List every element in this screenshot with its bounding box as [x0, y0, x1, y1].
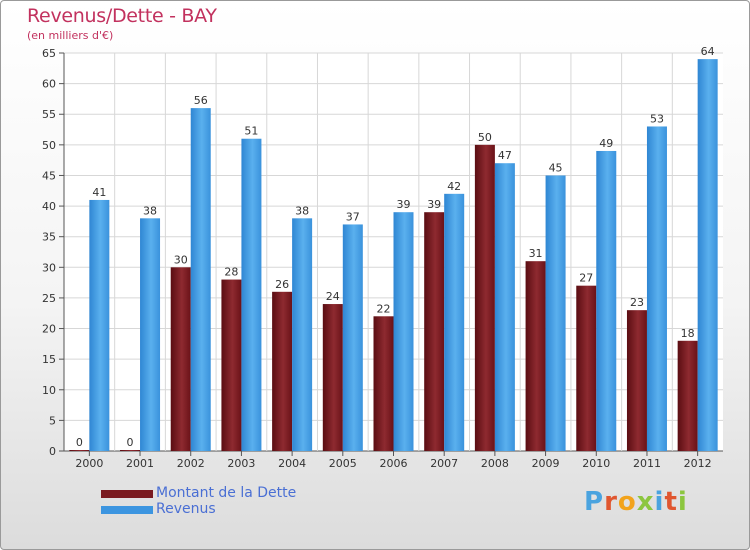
bar-dette	[626, 310, 647, 451]
y-tick-label: 15	[42, 353, 56, 366]
logo-letter: t	[664, 487, 678, 517]
legend-swatch-revenus	[101, 506, 153, 514]
x-tick-label: 2009	[532, 457, 560, 470]
bar-revenus	[545, 175, 566, 451]
logo-letter: o	[617, 487, 637, 517]
x-tick-label: 2006	[380, 457, 408, 470]
bar-dette	[322, 304, 343, 451]
x-tick-label: 2001	[126, 457, 154, 470]
x-tick-label: 2000	[75, 457, 103, 470]
x-tick-label: 2008	[481, 457, 509, 470]
chart-title: Revenus/Dette - BAY	[27, 5, 217, 27]
logo-letter: i	[654, 487, 665, 517]
legend-swatch-debt	[101, 490, 153, 498]
bar-dette	[474, 144, 495, 451]
y-tick-label: 0	[49, 445, 56, 458]
data-label-dette: 24	[326, 290, 340, 303]
bar-revenus	[596, 150, 617, 451]
y-tick-label: 35	[42, 231, 56, 244]
data-label-revenus: 49	[599, 137, 613, 150]
x-tick-label: 2012	[684, 457, 712, 470]
data-label-dette: 18	[681, 327, 695, 340]
bar-revenus	[89, 199, 110, 451]
logo-letter: i	[677, 487, 688, 517]
bar-dette	[272, 291, 293, 451]
chart-subtitle: (en milliers d'€)	[27, 29, 114, 42]
data-label-revenus: 47	[498, 149, 512, 162]
bar-revenus	[393, 212, 414, 451]
proxiti-logo: Proxiti	[584, 487, 688, 517]
bar-revenus	[342, 224, 363, 451]
bar-dette	[424, 212, 445, 451]
x-tick-label: 2003	[227, 457, 255, 470]
data-label-dette: 39	[427, 198, 441, 211]
data-label-dette: 0	[127, 436, 134, 449]
data-label-dette: 28	[224, 266, 238, 279]
bar-dette	[576, 285, 597, 451]
data-label-revenus: 64	[701, 45, 715, 58]
bar-dette	[221, 279, 242, 451]
bar-dette	[677, 340, 698, 451]
data-label-dette: 50	[478, 131, 492, 144]
bar-revenus	[646, 126, 667, 451]
data-label-revenus: 37	[346, 210, 360, 223]
x-tick-label: 2002	[177, 457, 205, 470]
logo-letter: x	[636, 487, 655, 517]
y-tick-label: 10	[42, 384, 56, 397]
x-tick-label: 2005	[329, 457, 357, 470]
bar-revenus	[494, 163, 515, 451]
data-label-revenus: 45	[549, 161, 563, 174]
data-label-dette: 0	[76, 436, 83, 449]
data-label-revenus: 42	[447, 180, 461, 193]
y-tick-label: 25	[42, 292, 56, 305]
legend-label-revenus: Revenus	[156, 501, 216, 517]
bar-dette	[373, 316, 394, 451]
x-tick-label: 2007	[430, 457, 458, 470]
logo-letter: P	[584, 487, 605, 517]
x-tick-label: 2010	[582, 457, 610, 470]
y-tick-label: 65	[42, 47, 56, 60]
y-tick-label: 50	[42, 139, 56, 152]
x-tick-label: 2011	[633, 457, 661, 470]
y-tick-label: 30	[42, 261, 56, 274]
data-label-dette: 30	[174, 253, 188, 266]
y-tick-label: 60	[42, 78, 56, 91]
data-label-dette: 27	[579, 272, 593, 285]
data-label-dette: 26	[275, 278, 289, 291]
data-label-revenus: 38	[143, 204, 157, 217]
bar-revenus	[140, 218, 161, 451]
y-tick-label: 5	[49, 414, 56, 427]
y-tick-label: 55	[42, 108, 56, 121]
y-tick-label: 40	[42, 200, 56, 213]
bar-revenus	[697, 59, 718, 451]
y-tick-label: 20	[42, 323, 56, 336]
legend-label-debt: Montant de la Dette	[156, 485, 297, 501]
data-label-dette: 23	[630, 296, 644, 309]
bar-dette	[525, 261, 546, 451]
logo-letter: r	[604, 487, 618, 517]
data-label-revenus: 56	[194, 94, 208, 107]
bar-revenus	[190, 108, 211, 451]
data-label-dette: 31	[529, 247, 543, 260]
data-label-revenus: 38	[295, 204, 309, 217]
data-label-revenus: 39	[397, 198, 411, 211]
bar-dette	[120, 450, 141, 451]
bar-dette	[170, 267, 191, 451]
data-label-dette: 22	[377, 302, 391, 315]
data-label-revenus: 41	[92, 186, 106, 199]
bar-dette	[69, 450, 90, 451]
bar-revenus	[241, 138, 262, 451]
bar-revenus	[444, 193, 465, 452]
data-label-revenus: 53	[650, 112, 664, 125]
y-tick-label: 45	[42, 169, 56, 182]
x-tick-label: 2004	[278, 457, 306, 470]
bar-revenus	[292, 218, 313, 451]
data-label-revenus: 51	[244, 125, 258, 138]
